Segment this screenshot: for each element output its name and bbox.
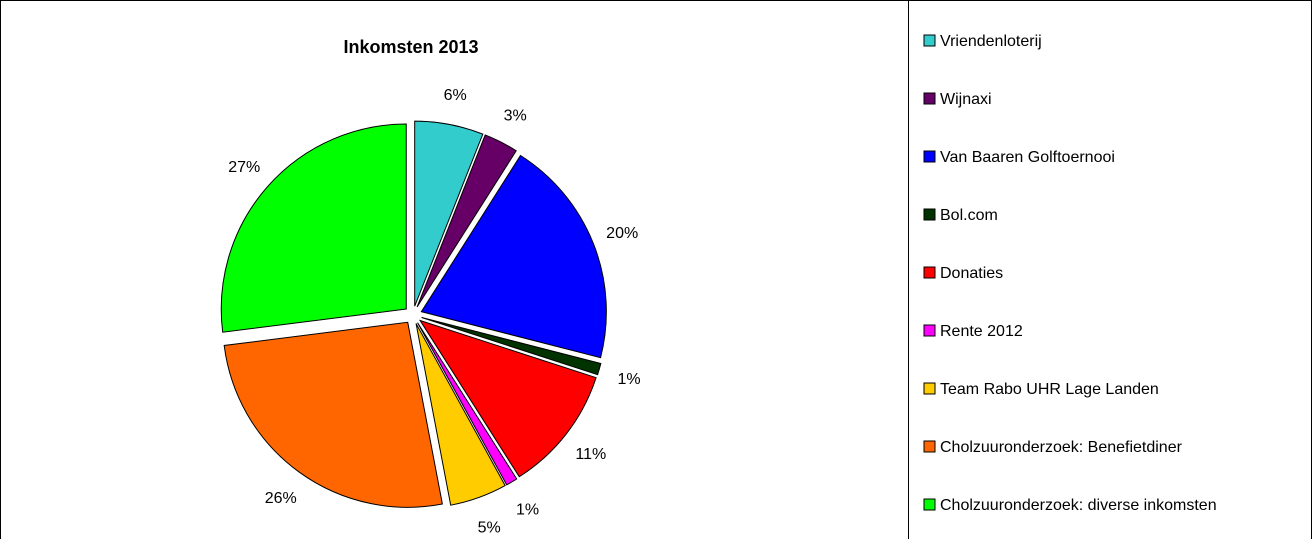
legend-item: Van Baaren Golftoernooi [923,149,1115,166]
slice-percent-label: 1% [618,371,641,388]
legend-swatch [923,498,936,511]
pie-slices [220,120,607,508]
slice-percent-label: 6% [444,87,467,104]
legend-swatch [923,266,936,279]
pie-slice [420,154,607,359]
slice-percent-label: 11% [575,446,606,463]
legend-swatch [923,382,936,395]
slice-percent-label: 27% [228,159,260,176]
slice-percent-label: 26% [265,490,297,507]
legend-item: Cholzuuronderzoek: diverse inkomsten [923,497,1217,514]
slice-percent-label: 20% [606,225,638,242]
legend-label: Donaties [940,265,1003,282]
legend-item: Wijnaxi [923,91,992,108]
pie-slice [421,317,602,376]
pie-percent-labels: 6% 3% 20% 1% 11% 1% 5% 26% 27% [228,87,640,537]
legend-label: Rente 2012 [940,323,1023,340]
pie-slice [416,134,517,308]
slice-percent-label: 5% [478,520,501,537]
slice-percent-label: 1% [516,502,539,519]
legend-label: Cholzuuronderzoek: Benefietdiner [940,439,1183,456]
legend-item: Donaties [923,265,1003,282]
pie-slice [418,319,597,478]
legend-label: Bol.com [940,207,998,224]
legend-swatch [923,440,936,453]
legend-label: Cholzuuronderzoek: diverse inkomsten [940,497,1217,514]
pie-slice [223,321,443,508]
legend-item: Bol.com [923,207,998,224]
legend-swatch [923,34,936,47]
slice-percent-label: 3% [504,108,527,125]
legend-label: Vriendenloterij [940,33,1042,50]
legend-label: Van Baaren Golftoernooi [940,149,1115,166]
pie-slice [220,123,407,333]
pie-slice [415,323,506,506]
legend-swatch [923,208,936,221]
legend: Vriendenloterij Wijnaxi Van Baaren Golftoe… [923,33,1217,514]
chart-title: Inkomsten 2013 [343,37,478,57]
legend-swatch [923,92,936,105]
legend-label: Wijnaxi [940,91,992,108]
pie-slice [417,322,518,486]
legend-swatch [923,324,936,337]
legend-item: Rente 2012 [923,323,1023,340]
legend-item: Team Rabo UHR Lage Landen [923,381,1159,398]
legend-swatch [923,150,936,163]
legend-item: Vriendenloterij [923,33,1042,50]
pie-slice [414,120,484,307]
legend-item: Cholzuuronderzoek: Benefietdiner [923,439,1183,456]
legend-label: Team Rabo UHR Lage Landen [940,381,1159,398]
